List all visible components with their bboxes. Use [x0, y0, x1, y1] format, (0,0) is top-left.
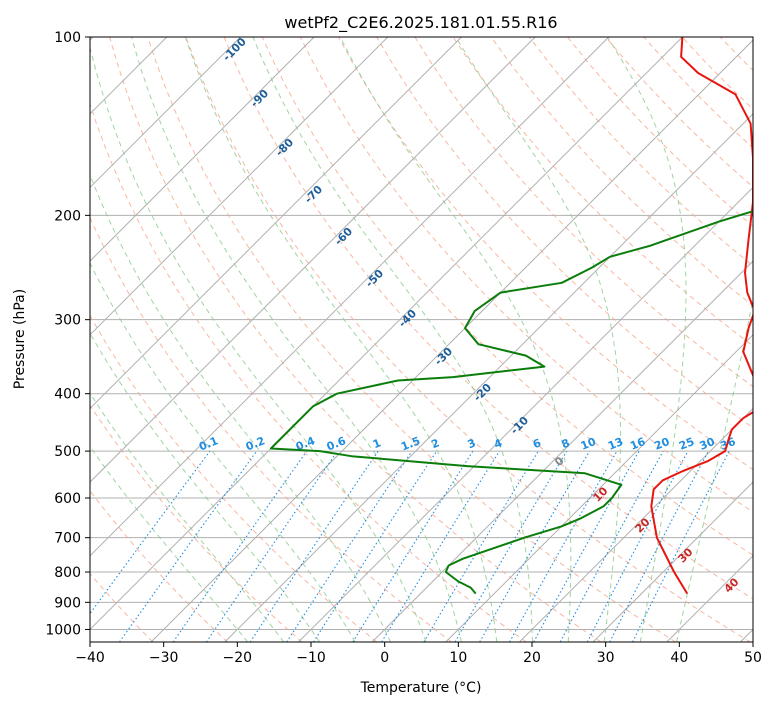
moist-adiabat — [90, 45, 427, 642]
dewpoint-profile — [269, 210, 753, 595]
x-axis-ticks: −40 −30 −20 −10 0 10 20 30 40 50 — [75, 642, 762, 666]
y-tick-label: 600 — [54, 491, 81, 507]
dry-adiabat — [261, 37, 753, 556]
dry-adiabat — [299, 37, 753, 513]
y-tick-label: 900 — [54, 595, 81, 611]
mixing-ratio-label: 3 — [466, 436, 478, 451]
x-tick-label: −30 — [149, 650, 179, 666]
mixing-ratio-label: 2 — [429, 436, 441, 451]
isotherm — [90, 37, 683, 631]
x-tick-label: 10 — [449, 650, 467, 666]
x-tick-label: 20 — [523, 650, 541, 666]
moist-adiabat — [90, 173, 392, 642]
dry-adiabat — [90, 314, 378, 642]
x-tick-label: 30 — [597, 650, 615, 666]
isotherm — [519, 407, 753, 642]
x-tick-label: 50 — [744, 650, 762, 666]
mixing-ratio-label: 1 — [371, 436, 383, 451]
mixing-ratio-label: 16 — [628, 435, 647, 453]
mixing-ratio-line — [249, 450, 379, 642]
mixing-ratio-line — [559, 450, 664, 642]
moist-adiabat — [339, 37, 572, 642]
mixing-ratio-line — [119, 450, 258, 642]
isotherm — [371, 260, 753, 642]
mixing-ratio-line — [313, 450, 438, 642]
isotherm — [90, 37, 241, 189]
isotherms — [90, 37, 753, 642]
mixing-ratio-line — [172, 450, 308, 642]
moist-adiabat — [607, 37, 687, 642]
y-tick-label: 100 — [54, 30, 81, 46]
moist-adiabat — [90, 392, 285, 642]
mixing-ratio-line — [352, 450, 474, 642]
isotherm — [90, 37, 610, 557]
dry-adiabat — [90, 216, 452, 642]
mixing-ratio-line — [205, 450, 338, 642]
y-tick-label: 1000 — [45, 622, 81, 638]
x-tick-label: 0 — [380, 650, 389, 666]
mixing-ratio-label: 8 — [560, 436, 572, 451]
moist-adiabat — [90, 445, 249, 642]
x-axis-label: Temperature (°C) — [360, 680, 482, 696]
dry-adiabat — [452, 37, 753, 347]
dry-adiabat — [90, 404, 303, 642]
isotherm — [90, 37, 462, 410]
y-tick-label: 800 — [54, 565, 81, 581]
dry-adiabat — [90, 102, 527, 642]
isotherm — [90, 37, 389, 336]
isotherm — [90, 37, 315, 262]
mixing-ratio-label: 30 — [698, 435, 717, 453]
x-tick-label: 40 — [670, 650, 688, 666]
mixing-ratio-label: 20 — [652, 435, 671, 453]
mixing-ratio-label: 25 — [677, 435, 696, 453]
x-tick-label: −10 — [296, 650, 326, 666]
temperature-profile — [650, 37, 753, 595]
mixing-ratio-line — [90, 450, 211, 615]
mixing-ratio-line — [509, 450, 618, 642]
dry-adiabat — [90, 572, 154, 642]
mixing-ratio-label: 10 — [579, 435, 598, 453]
y-tick-label: 500 — [54, 444, 81, 460]
dry-adiabat — [490, 37, 753, 307]
x-tick-label: −20 — [223, 650, 253, 666]
x-tick-label: −40 — [75, 650, 105, 666]
mixing-ratio-label: 13 — [606, 435, 625, 453]
dry-adiabat — [147, 37, 676, 642]
mixing-ratio-line — [381, 450, 500, 642]
isotherm — [592, 481, 753, 642]
moist-adiabat — [131, 37, 462, 642]
isotherm — [224, 113, 753, 642]
mixing-ratio-line — [286, 450, 413, 642]
dry-adiabat — [223, 37, 753, 600]
isotherm — [445, 334, 753, 642]
moist-adiabat — [90, 261, 356, 642]
dry-adiabat — [109, 37, 602, 642]
mixing-ratio-lines — [90, 450, 730, 642]
y-tick-label: 300 — [54, 313, 81, 329]
mixing-ratio-line — [632, 450, 730, 642]
y-tick-label: 200 — [54, 208, 81, 224]
isotherm — [150, 39, 753, 642]
dry-adiabat — [376, 37, 753, 429]
isotherm — [90, 37, 536, 483]
moist-adiabat — [252, 37, 533, 642]
isotherm — [298, 186, 753, 642]
plot-frame — [89, 36, 754, 643]
y-tick-label: 700 — [54, 531, 81, 547]
moist-adiabats — [90, 37, 753, 642]
sounding-profiles — [269, 37, 753, 595]
y-axis-ticks: 1000 900 800 700 600 500 400 300 200 100 — [45, 30, 90, 638]
chart-title: wetPf2_C2E6.2025.181.01.55.R16 — [284, 13, 557, 33]
y-axis-label: Pressure (hPa) — [12, 289, 28, 389]
y-tick-label: 400 — [54, 387, 81, 403]
dry-adiabat — [338, 37, 753, 471]
